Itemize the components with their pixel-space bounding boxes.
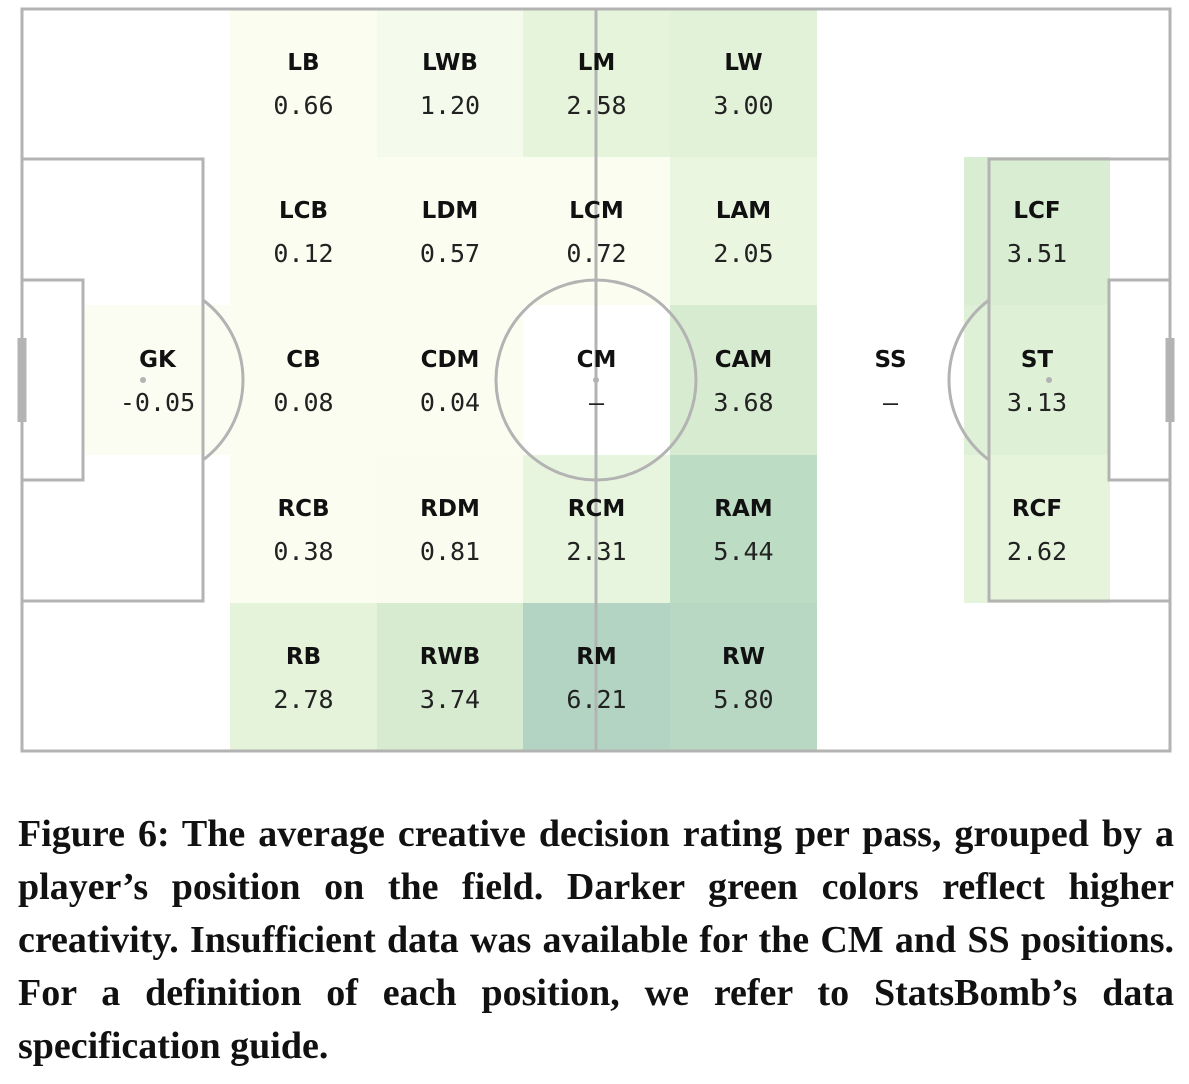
- heatmap-cell-gk: [85, 305, 230, 455]
- pitch-heatmap: LB 0.66 LWB 1.20 LM 2.58 LW 3.00 LCB 0.12 LDM 0.57 L…: [17, 7, 1175, 753]
- heatmap-cell-rw: [670, 603, 817, 751]
- position-value-st: 3.13: [1007, 388, 1067, 417]
- heatmap-cell-rcf: [964, 455, 1110, 603]
- position-value-rcm: 2.31: [566, 537, 626, 566]
- position-label-rwb: RWB: [420, 644, 481, 670]
- left-penalty-spot: [140, 377, 146, 383]
- position-value-lam: 2.05: [713, 239, 773, 268]
- position-value-lwb: 1.20: [420, 91, 480, 120]
- position-label-cam: CAM: [715, 347, 773, 373]
- position-label-lb: LB: [287, 50, 319, 76]
- centre-circle: [494, 278, 698, 482]
- left-penalty-arc: [202, 298, 245, 462]
- position-label-lcf: LCF: [1013, 198, 1060, 224]
- position-label-lwb: LWB: [422, 50, 478, 76]
- pitch-markings: [17, 7, 1175, 753]
- position-value-rcf: 2.62: [1007, 537, 1067, 566]
- centre-spot: [593, 377, 599, 383]
- position-label-rdm: RDM: [420, 496, 480, 522]
- right-penalty-spot: [1046, 377, 1052, 383]
- heatmap-cell-ldm: [377, 157, 523, 305]
- position-value-lb: 0.66: [273, 91, 333, 120]
- heatmap-cell-rwb: [377, 603, 523, 751]
- position-label-rcf: RCF: [1012, 496, 1062, 522]
- right-penalty-arc: [947, 298, 990, 462]
- position-label-cb: CB: [286, 347, 320, 373]
- heatmap-cell-cam: [670, 305, 817, 455]
- position-value-cm: –: [589, 388, 605, 417]
- heatmap-cell-lcb: [230, 157, 377, 305]
- position-label-rm: RM: [576, 644, 617, 670]
- position-value-lw: 3.00: [713, 91, 773, 120]
- position-label-st: ST: [1021, 347, 1054, 373]
- position-value-ram: 5.44: [713, 537, 773, 566]
- position-label-rcm: RCM: [568, 496, 625, 522]
- heatmap-cell-rb: [230, 603, 377, 751]
- position-value-lm: 2.58: [566, 91, 626, 120]
- position-value-ss: –: [883, 388, 899, 417]
- position-label-lcb: LCB: [279, 198, 328, 224]
- position-value-rwb: 3.74: [420, 685, 480, 714]
- position-value-lcm: 0.72: [566, 239, 626, 268]
- heatmap-cell-lb: [230, 9, 377, 157]
- heatmap-cell-rdm: [377, 455, 523, 603]
- position-value-lcf: 3.51: [1007, 239, 1067, 268]
- position-label-lam: LAM: [716, 198, 771, 224]
- position-label-lw: LW: [724, 50, 762, 76]
- position-value-cam: 3.68: [713, 388, 773, 417]
- heatmap-cell-rcb: [230, 455, 377, 603]
- position-value-rb: 2.78: [273, 685, 333, 714]
- position-label-cdm: CDM: [421, 347, 480, 373]
- position-label-cm: CM: [577, 347, 617, 373]
- left-goal-area: [20, 278, 85, 482]
- position-value-ldm: 0.57: [420, 239, 480, 268]
- heatmap-cell-cdm: [377, 305, 523, 455]
- position-label-ram: RAM: [714, 496, 772, 522]
- position-value-gk: -0.05: [120, 388, 195, 417]
- position-label-lm: LM: [578, 50, 616, 76]
- heatmap-cell-lw: [670, 9, 817, 157]
- heatmap-cell-lwb: [377, 9, 523, 157]
- heatmap-cell-ram: [670, 455, 817, 603]
- figure-caption: Figure 6: The average creative decision …: [18, 813, 1174, 1067]
- heatmap-cell-lcf: [964, 157, 1110, 305]
- position-label-rb: RB: [286, 644, 321, 670]
- position-label-ss: SS: [874, 347, 906, 373]
- heatmap-cell-st: [964, 305, 1110, 455]
- position-value-rm: 6.21: [566, 685, 626, 714]
- position-label-ldm: LDM: [422, 198, 479, 224]
- position-label-rw: RW: [722, 644, 765, 670]
- position-value-lcb: 0.12: [273, 239, 333, 268]
- heatmap-cell-lam: [670, 157, 817, 305]
- position-label-rcb: RCB: [277, 496, 329, 522]
- position-value-rcb: 0.38: [273, 537, 333, 566]
- position-label-gk: GK: [139, 347, 177, 373]
- heatmap-cell-cb: [230, 305, 377, 455]
- position-value-cdm: 0.04: [420, 388, 480, 417]
- position-value-rw: 5.80: [713, 685, 773, 714]
- position-labels: LB 0.66 LWB 1.20 LM 2.58 LW 3.00 LCB 0.12 LDM 0.57 L…: [120, 50, 1067, 714]
- position-label-lcm: LCM: [569, 198, 623, 224]
- position-value-rdm: 0.81: [420, 537, 480, 566]
- position-value-cb: 0.08: [273, 388, 333, 417]
- right-goal-area: [1107, 278, 1172, 482]
